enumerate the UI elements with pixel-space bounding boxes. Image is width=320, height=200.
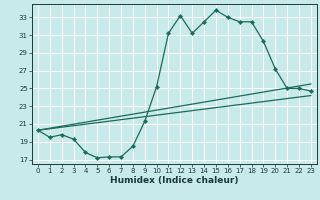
X-axis label: Humidex (Indice chaleur): Humidex (Indice chaleur): [110, 176, 239, 185]
